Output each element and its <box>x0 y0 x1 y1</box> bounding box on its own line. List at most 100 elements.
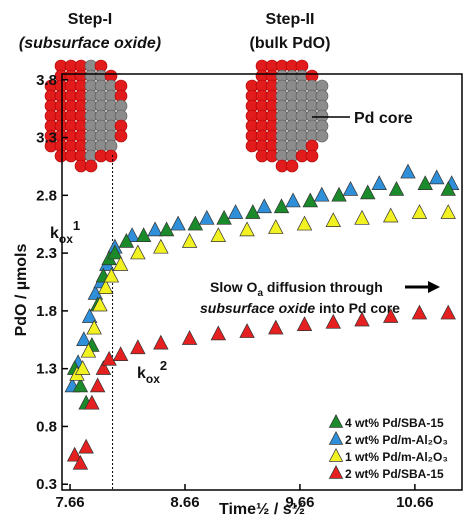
point <box>95 360 112 375</box>
point <box>440 181 456 196</box>
step1-sub: (subsurface oxide) <box>19 35 161 52</box>
point <box>153 238 169 254</box>
legend-label: 2 wt% Pd/SBA-15 <box>345 467 444 481</box>
point <box>245 204 261 219</box>
sup: 2 <box>160 358 167 373</box>
point <box>81 308 98 323</box>
legend-label: 1 wt% Pd/m-Al₂O₃ <box>345 450 448 464</box>
atom <box>285 159 299 173</box>
x-tick-label: 7.66 <box>55 494 84 511</box>
legend-swatch <box>328 465 344 479</box>
legend-swatch <box>328 414 344 428</box>
plot-frame <box>61 73 463 491</box>
point <box>107 244 123 260</box>
point <box>428 169 445 185</box>
point <box>239 221 255 237</box>
sub: a <box>257 288 263 299</box>
point <box>97 279 114 294</box>
point <box>80 342 97 358</box>
y-tick-label: 0.8 <box>36 418 57 435</box>
atom <box>104 149 118 163</box>
point <box>92 296 108 312</box>
point <box>130 244 146 260</box>
slow-line1: Slow Oa diffusion through <box>210 279 383 299</box>
point <box>383 207 399 223</box>
t: into Pd core <box>315 300 400 316</box>
t: Slow O <box>210 279 258 295</box>
point <box>239 323 255 338</box>
point <box>158 221 175 237</box>
point <box>256 198 273 214</box>
atom <box>315 129 329 143</box>
point <box>302 192 319 208</box>
point <box>325 212 341 227</box>
point <box>118 233 135 248</box>
k: k <box>50 225 59 242</box>
legend-swatch <box>328 448 344 462</box>
y-tick-label: 2.3 <box>36 245 57 262</box>
legend-label: 4 wt% Pd/SBA-15 <box>345 416 444 430</box>
point <box>325 313 341 329</box>
point <box>314 186 330 202</box>
step1-title: Step-I <box>68 11 112 28</box>
point <box>170 215 186 231</box>
x-tick-label: 8.66 <box>170 494 199 511</box>
y-axis-label: PdO / µmols <box>13 244 30 337</box>
x-tick-label: 10.66 <box>396 494 434 511</box>
point <box>440 204 456 219</box>
step2-sub: (bulk PdO) <box>250 35 331 52</box>
point <box>76 331 92 346</box>
atom <box>305 149 319 163</box>
point <box>112 346 129 361</box>
sub: ox <box>146 372 160 386</box>
point <box>216 209 232 225</box>
arrow-head <box>428 281 440 293</box>
atom <box>114 129 128 143</box>
point <box>147 221 163 237</box>
legend-swatch <box>328 431 344 445</box>
point <box>153 334 169 350</box>
x-tick-label: 9.66 <box>285 494 314 511</box>
sup: 1 <box>73 218 80 233</box>
point <box>360 184 376 200</box>
slow-line2: subsurface oxide into Pd core <box>200 300 400 316</box>
point <box>354 209 370 225</box>
point <box>181 233 198 248</box>
point <box>210 325 227 341</box>
point <box>268 319 284 335</box>
point <box>103 267 120 283</box>
point <box>78 438 94 454</box>
point <box>331 186 347 202</box>
t: subsurface oxide <box>200 300 315 316</box>
point <box>285 192 301 208</box>
point <box>181 330 198 345</box>
y-tick-label: 3.8 <box>36 72 57 89</box>
t: diffusion through <box>263 279 383 295</box>
y-tick-label: 2.8 <box>36 187 57 204</box>
point <box>86 319 102 335</box>
point <box>273 198 290 214</box>
point <box>411 204 428 219</box>
core-label: Pd core <box>354 110 413 127</box>
point <box>72 377 89 393</box>
k: k <box>137 365 146 382</box>
k1-label: kox1 <box>50 218 80 246</box>
point <box>383 308 399 323</box>
step2-title: Step-II <box>266 11 315 28</box>
point <box>84 394 100 410</box>
atom <box>84 159 98 173</box>
y-tick-label: 3.3 <box>36 130 57 147</box>
point <box>210 227 227 242</box>
point <box>354 311 370 327</box>
point <box>371 175 387 190</box>
point <box>89 377 106 393</box>
y-tick-label: 0.3 <box>36 476 57 493</box>
point <box>72 454 89 470</box>
point <box>342 181 359 196</box>
point <box>135 227 152 242</box>
point <box>112 256 129 271</box>
point <box>74 360 91 375</box>
sub: ox <box>59 232 73 246</box>
point <box>440 304 456 320</box>
